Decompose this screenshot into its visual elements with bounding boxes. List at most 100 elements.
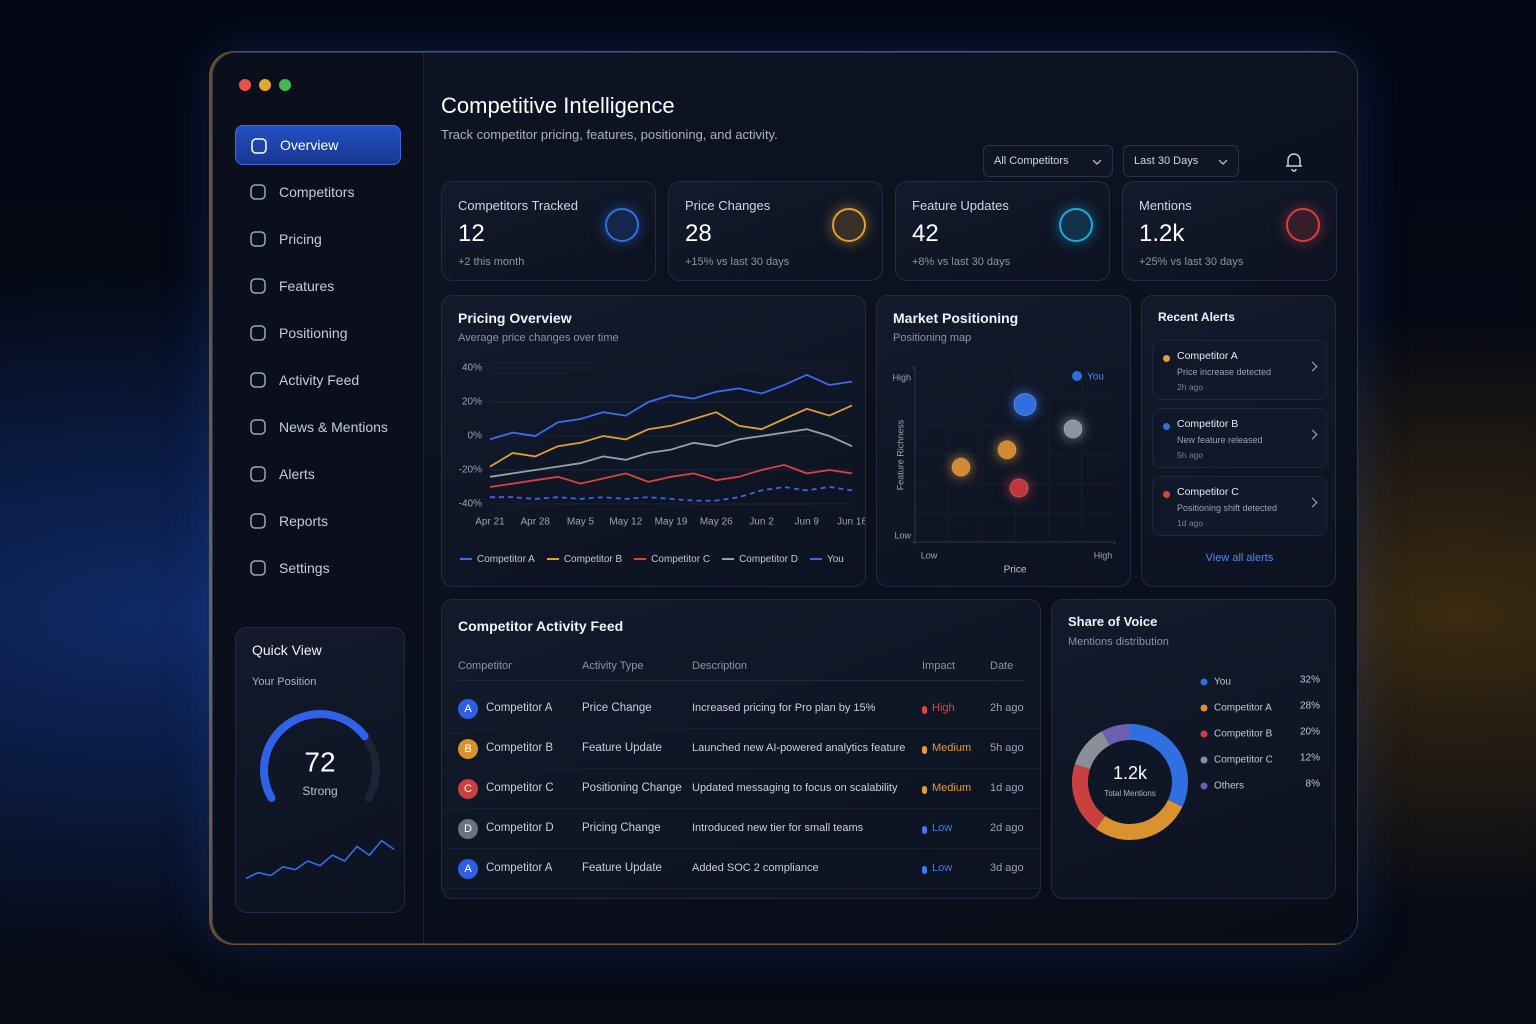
nav-item[interactable]: Overview: [235, 125, 401, 165]
x-tick-label: May 19: [655, 517, 688, 528]
table-row: B Competitor B Feature Update Launched new …: [442, 730, 1040, 769]
nav-icon: [250, 466, 266, 482]
nav-icon: [251, 138, 267, 154]
legend-dot: [1200, 782, 1208, 790]
y-tick-label: 40%: [462, 363, 482, 374]
legend-item: Competitor A: [448, 554, 535, 565]
column-header: Date: [990, 660, 1014, 672]
chevron: [1218, 159, 1228, 165]
gauge-rating: Strong: [302, 784, 337, 798]
window-maximize[interactable]: [279, 79, 291, 91]
kpi-icon: [1059, 208, 1093, 242]
kpi-value: 28: [685, 220, 712, 247]
legend-dot: [1200, 704, 1208, 712]
nav-item[interactable]: Competitors: [235, 172, 401, 212]
app-window: Overview Competitors Pricing Features Positi…: [212, 52, 1358, 944]
competitor-filter[interactable]: All Competitors: [983, 145, 1113, 177]
y-axis-label: Feature Richness: [895, 419, 905, 490]
column-header: Impact: [922, 660, 956, 672]
nav-item[interactable]: Pricing: [235, 219, 401, 259]
legend-swatch: [809, 558, 822, 561]
header-divider: [458, 680, 1024, 681]
alert-time: 2h ago: [1177, 382, 1203, 392]
description: Updated messaging to focus on scalabilit…: [692, 782, 898, 794]
icon-shape: [250, 278, 266, 294]
x-tick-label: May 12: [609, 517, 642, 528]
x-tick-label: May 26: [700, 517, 733, 528]
share-of-voice-card: Share of Voice Mentions distribution 1.2…: [1051, 599, 1336, 899]
date: 5h ago: [990, 742, 1024, 754]
icon-shape: [250, 419, 266, 435]
nav-item[interactable]: Alerts: [235, 454, 401, 494]
legend-label: You: [826, 554, 844, 565]
nav-label: Positioning: [279, 325, 348, 341]
window-close[interactable]: [239, 79, 251, 91]
column-header: Competitor: [458, 660, 512, 672]
description: Introduced new tier for small teams: [692, 822, 864, 834]
nav-icon: [250, 325, 266, 341]
nav-icon: [250, 419, 266, 435]
activity-card: Competitor Activity Feed Competitor Activ…: [441, 599, 1041, 899]
chart-subtitle: Positioning map: [893, 332, 972, 344]
x-tick-label: Apr 21: [475, 517, 505, 528]
legend-value: 32%: [1300, 675, 1320, 686]
alert-item[interactable]: Competitor A Price increase detected 2h ag…: [1152, 340, 1327, 400]
line-series: [489, 404, 853, 468]
nav-icon: [250, 184, 266, 200]
date: 2h ago: [990, 702, 1024, 714]
x-tick-label: High: [1094, 550, 1113, 560]
nav-item[interactable]: Positioning: [235, 313, 401, 353]
nav-item[interactable]: Settings: [235, 548, 401, 588]
impact-dot: [922, 866, 927, 874]
donut-chart: 1.2k Total Mentions You 32% Competitor A 28…: [1072, 675, 1321, 840]
chevron: [1092, 159, 1102, 165]
kpi-icon: [605, 208, 639, 242]
alert-item[interactable]: Competitor B New feature released 5h ago: [1152, 408, 1327, 468]
legend-item: Competitor B: [535, 554, 622, 565]
chart-subtitle: Average price changes over time: [458, 332, 619, 344]
kpi-icon: [832, 208, 866, 242]
kpi-note: +15% vs last 30 days: [685, 256, 790, 268]
nav-item[interactable]: Reports: [235, 501, 401, 541]
competitor-name: Competitor B: [486, 742, 554, 754]
legend-item: Competitor C: [622, 554, 710, 565]
nav-item[interactable]: News & Mentions: [235, 407, 401, 447]
kpi-label: Price Changes: [685, 198, 771, 213]
quick-view-card: Quick View Your Position 72 Strong: [235, 627, 405, 913]
positioning-card: Market Positioning Positioning map Low Hi…: [876, 295, 1131, 587]
donut-segment: [1129, 724, 1188, 807]
alerts-card: Recent Alerts View all alerts Competitor…: [1141, 295, 1336, 587]
window-minimize[interactable]: [259, 79, 271, 91]
nav-item[interactable]: Activity Feed: [235, 360, 401, 400]
legend-value: 8%: [1306, 779, 1321, 790]
y-tick-label: Low: [894, 530, 911, 540]
alert-name: Competitor C: [1177, 486, 1239, 498]
x-tick-label: Jun 16: [837, 517, 865, 528]
avatar: C: [458, 779, 478, 799]
notification-bell[interactable]: [1283, 150, 1305, 172]
nav-label: News & Mentions: [279, 419, 388, 435]
alert-item[interactable]: Competitor C Positioning shift detected 1d…: [1152, 476, 1327, 536]
donut-segment: [1074, 731, 1111, 770]
donut-segment: [1095, 799, 1183, 840]
date-filter[interactable]: Last 30 Days: [1123, 145, 1239, 177]
scatter-point: [1009, 478, 1029, 498]
line-chart: -40% -20% 0% 20% 40% Apr 21 Apr 28 May 5 May 12 M…: [459, 363, 865, 528]
view-all-link[interactable]: View all alerts: [1205, 552, 1274, 564]
impact-dot: [922, 786, 927, 794]
date: 1d ago: [990, 782, 1024, 794]
alert-chevron: [1307, 497, 1318, 508]
nav-item[interactable]: Features: [235, 266, 401, 306]
avatar: A: [458, 859, 478, 879]
impact-dot: [922, 746, 927, 754]
y-tick-label: -40%: [459, 499, 482, 510]
impact-dot: [922, 706, 927, 714]
alerts-title: Recent Alerts: [1158, 310, 1235, 324]
nav-icon: [250, 560, 266, 576]
alert-text: Positioning shift detected: [1177, 503, 1278, 513]
impact: Medium: [932, 782, 972, 794]
page-subtitle: Track competitor pricing, features, posi…: [441, 127, 778, 142]
table-row: A Competitor A Price Change Increased prici…: [442, 690, 1040, 729]
icon-shape: [250, 560, 266, 576]
description: Launched new AI-powered analytics featur…: [692, 742, 906, 754]
